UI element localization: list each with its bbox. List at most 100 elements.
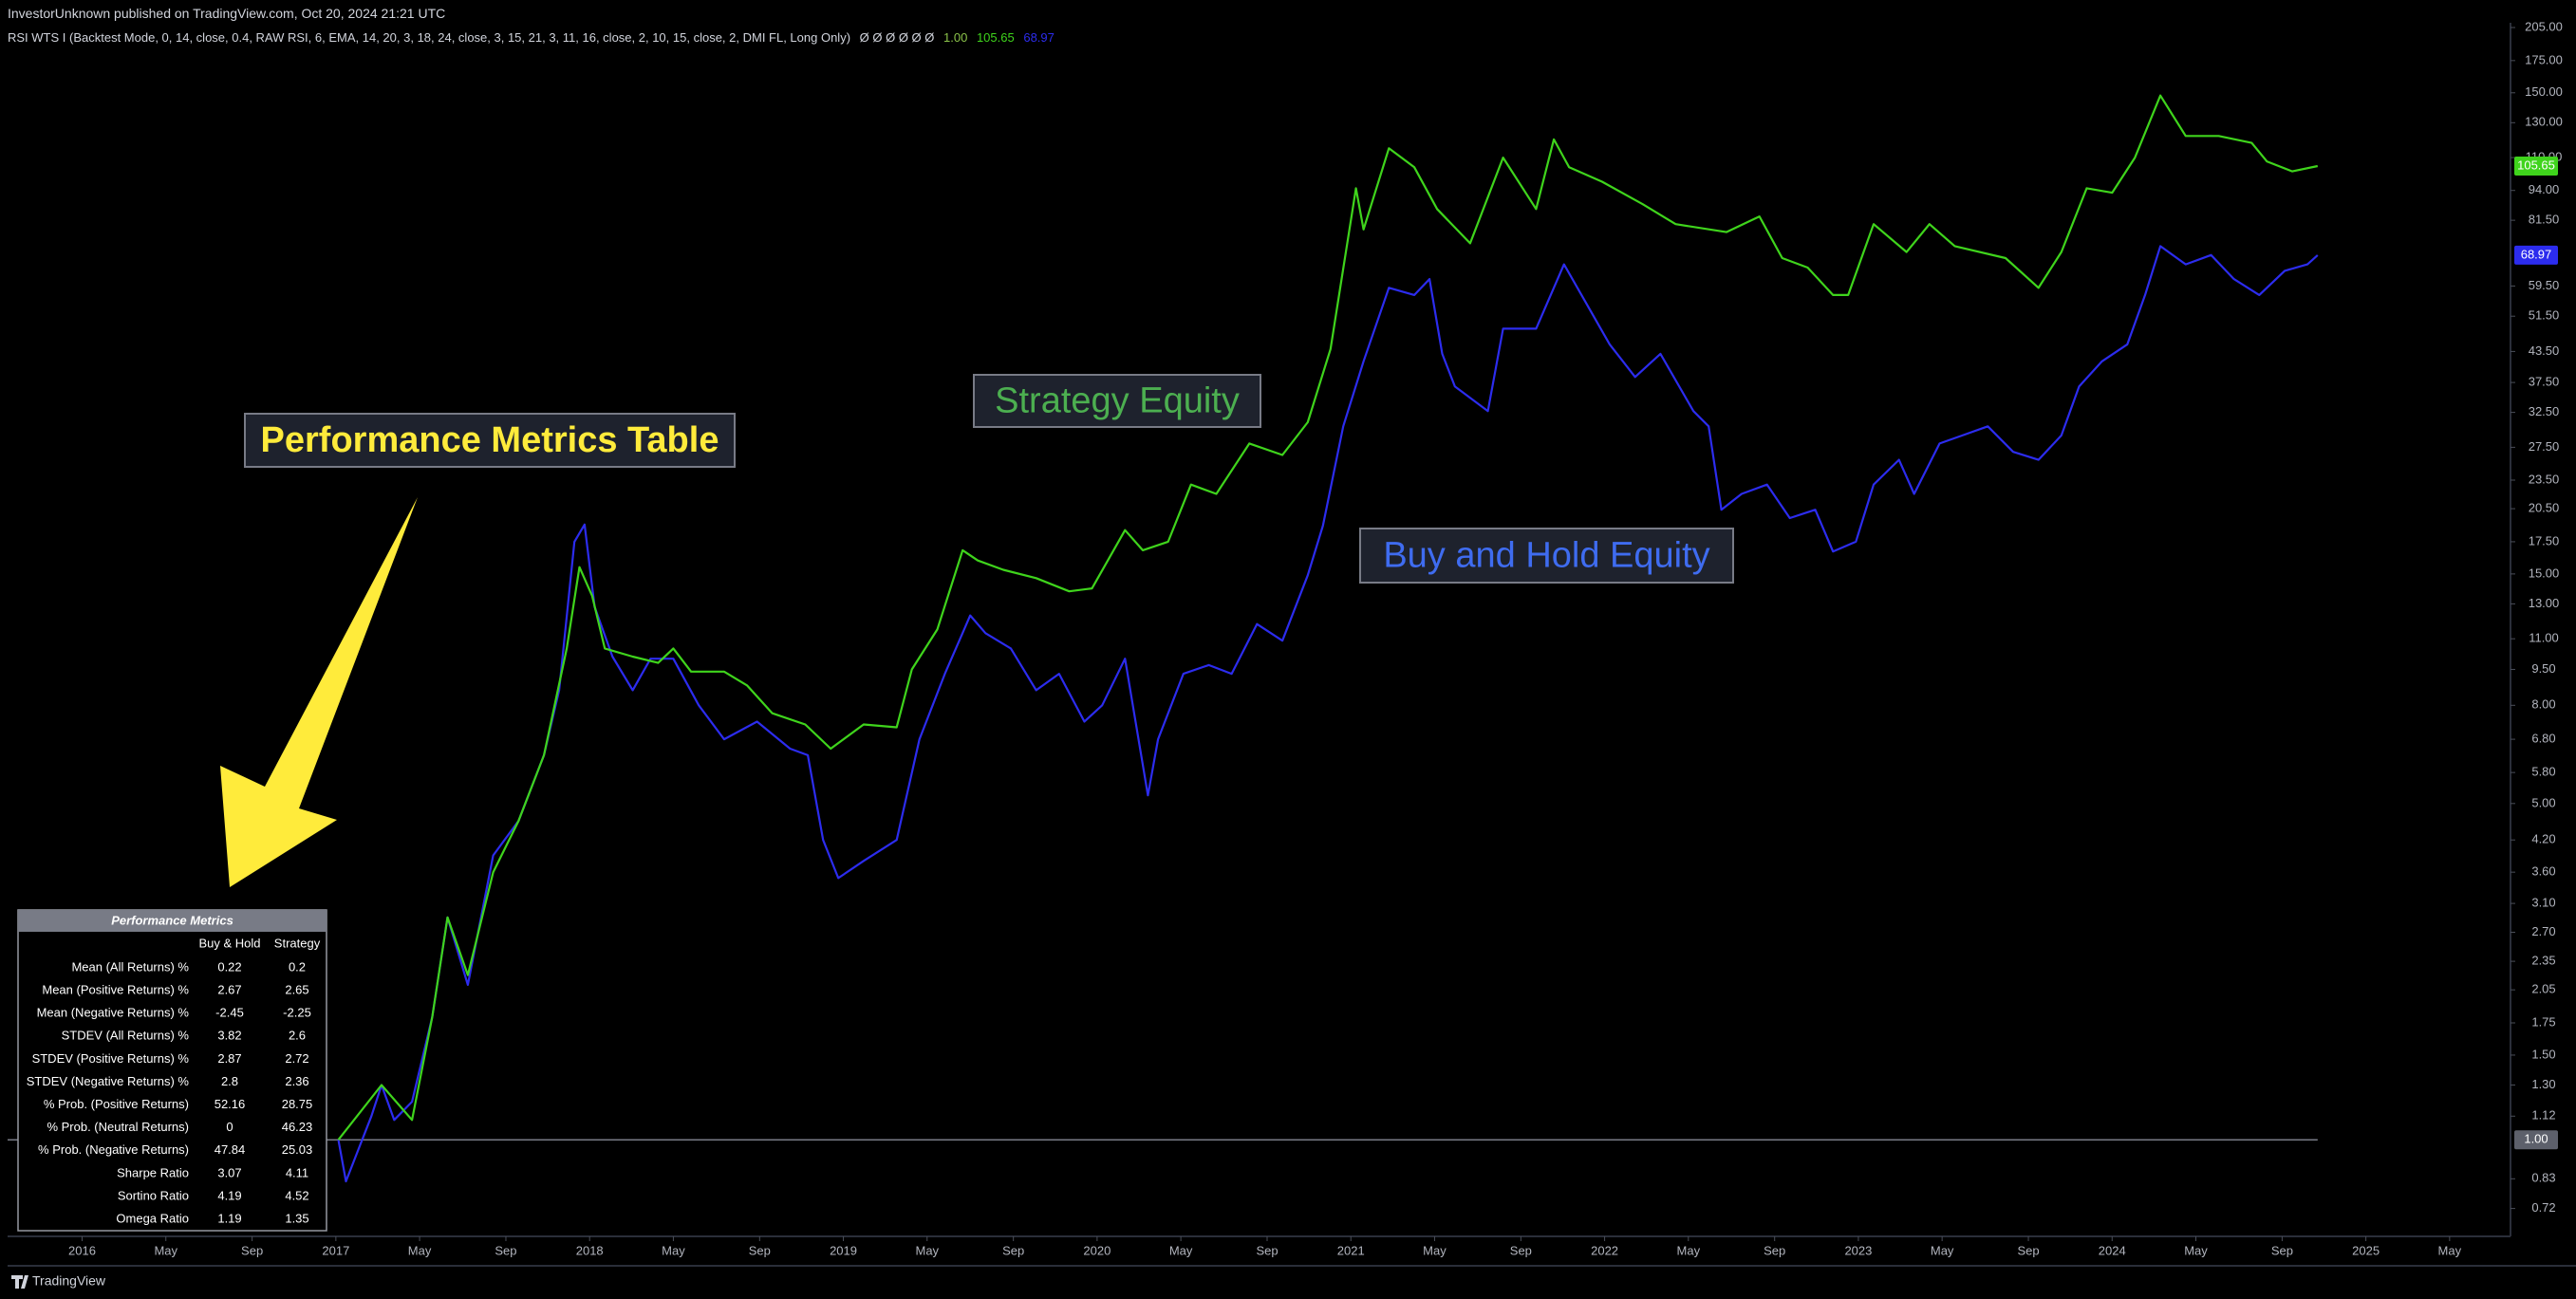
- table-cell: 2.65: [285, 983, 308, 997]
- y-tick-label: 81.50: [2529, 213, 2560, 227]
- series-line: [337, 245, 2319, 1183]
- table-cell: 0: [226, 1120, 233, 1134]
- last-price-label-bg: [2514, 245, 2558, 265]
- table-cell: 47.84: [215, 1142, 246, 1157]
- x-tick-label: 2024: [2099, 1243, 2126, 1257]
- table-cell: 2.8: [221, 1074, 238, 1088]
- last-price-label: 68.97: [2521, 247, 2552, 261]
- legend-baseline: 1.00: [943, 30, 968, 45]
- table-row-label: STDEV (All Returns) %: [62, 1029, 190, 1043]
- table-cell: 2.67: [217, 983, 241, 997]
- y-tick-label: 94.00: [2529, 182, 2560, 196]
- table-cell: 4.11: [286, 1165, 308, 1179]
- table-cell: 2.87: [217, 1051, 241, 1066]
- y-tick-label: 9.50: [2531, 661, 2555, 676]
- y-tick-label: 17.50: [2529, 533, 2560, 547]
- y-tick-label: 6.80: [2531, 732, 2555, 746]
- y-tick-label: 15.00: [2529, 566, 2560, 580]
- x-tick-label: May: [662, 1243, 685, 1257]
- indicator-name: RSI WTS I (Backtest Mode, 0, 14, close, …: [8, 30, 851, 45]
- x-tick-label: Sep: [1510, 1243, 1532, 1257]
- y-tick-label: 2.35: [2531, 954, 2555, 968]
- x-tick-label: 2023: [1844, 1243, 1872, 1257]
- x-tick-label: May: [2184, 1243, 2208, 1257]
- footer-brand: TradingView: [32, 1273, 106, 1289]
- table-cell: 0.22: [217, 959, 241, 974]
- y-tick-label: 110.00: [2526, 150, 2563, 164]
- x-tick-label: 2022: [1591, 1243, 1618, 1257]
- x-tick-label: 2021: [1337, 1243, 1365, 1257]
- x-tick-label: 2020: [1083, 1243, 1111, 1257]
- annotation-arrow: [220, 497, 418, 887]
- x-tick-label: 2018: [576, 1243, 604, 1257]
- table-row-label: Mean (Positive Returns) %: [42, 983, 189, 997]
- footer-logo: [11, 1275, 28, 1289]
- y-tick-label: 1.50: [2531, 1047, 2555, 1061]
- x-tick-label: May: [915, 1243, 939, 1257]
- table-cell: 1.19: [217, 1212, 241, 1226]
- legend-box: [1359, 528, 1734, 584]
- y-tick-label: 1.30: [2531, 1077, 2555, 1091]
- x-tick-label: May: [2438, 1243, 2462, 1257]
- y-tick-label: 5.80: [2531, 765, 2555, 779]
- x-tick-label: May: [1677, 1243, 1701, 1257]
- x-tick-label: May: [408, 1243, 432, 1257]
- x-tick-label: 2017: [322, 1243, 349, 1257]
- series-line: [337, 94, 2319, 1141]
- table-row-label: % Prob. (Positive Returns): [44, 1097, 189, 1111]
- y-tick-label: 130.00: [2525, 115, 2563, 129]
- y-tick-label: 27.50: [2529, 439, 2560, 454]
- y-tick-label: 0.72: [2531, 1200, 2555, 1215]
- x-tick-label: Sep: [241, 1243, 263, 1257]
- table-row-label: Sharpe Ratio: [117, 1165, 189, 1179]
- y-tick-label: 13.00: [2529, 596, 2560, 610]
- x-tick-label: 2025: [2352, 1243, 2380, 1257]
- y-tick-label: 11.00: [2529, 631, 2559, 645]
- legend-label: Buy and Hold Equity: [1383, 536, 1709, 576]
- x-tick-label: Sep: [1764, 1243, 1785, 1257]
- table-title-bg: [18, 910, 327, 932]
- y-tick-label: 150.00: [2525, 84, 2563, 99]
- table-header: Buy & Hold: [198, 936, 260, 950]
- table-bg: [17, 909, 327, 1232]
- table-row-label: Omega Ratio: [116, 1212, 189, 1226]
- legend-box: [973, 374, 1261, 428]
- legend-buyhold: 68.97: [1023, 30, 1055, 45]
- x-tick-label: Sep: [2017, 1243, 2039, 1257]
- annotation-box: [244, 413, 736, 468]
- x-tick-label: May: [154, 1243, 177, 1257]
- table-header: Strategy: [274, 936, 321, 950]
- table-row-label: STDEV (Positive Returns) %: [32, 1051, 190, 1066]
- table-title: Performance Metrics: [111, 913, 233, 927]
- y-tick-label: 3.60: [2531, 864, 2555, 879]
- y-tick-label: 8.00: [2531, 697, 2555, 712]
- legend-strategy: 105.65: [976, 30, 1015, 45]
- table-cell: 3.82: [217, 1029, 241, 1043]
- publisher-line: InvestorUnknown published on TradingView…: [8, 6, 446, 21]
- table-row-label: % Prob. (Negative Returns): [38, 1142, 189, 1157]
- table-cell: 28.75: [282, 1097, 313, 1111]
- table-cell: 1.35: [285, 1212, 308, 1226]
- y-tick-label: 3.10: [2531, 896, 2555, 910]
- table-cell: -2.45: [215, 1006, 244, 1020]
- y-tick-label: 1.75: [2531, 1014, 2555, 1029]
- y-tick-label: 5.00: [2531, 795, 2555, 809]
- table-cell: 52.16: [215, 1097, 246, 1111]
- legend-label: Strategy Equity: [995, 381, 1240, 421]
- x-tick-label: Sep: [1002, 1243, 1024, 1257]
- table-row-label: Sortino Ratio: [118, 1188, 189, 1202]
- table-cell: 3.07: [217, 1165, 241, 1179]
- table-row-label: % Prob. (Neutral Returns): [47, 1120, 189, 1134]
- y-tick-label: 2.05: [2531, 982, 2555, 996]
- table-cell: 4.52: [285, 1188, 308, 1202]
- y-tick-label: 205.00: [2525, 19, 2563, 33]
- y-tick-label: 1.12: [2531, 1108, 2555, 1123]
- x-tick-label: 2016: [68, 1243, 96, 1257]
- y-tick-label: 32.50: [2529, 404, 2560, 418]
- x-tick-label: Sep: [495, 1243, 516, 1257]
- x-tick-label: Sep: [2271, 1243, 2293, 1257]
- table-row-label: STDEV (Negative Returns) %: [27, 1074, 190, 1088]
- table-cell: 25.03: [282, 1142, 313, 1157]
- y-tick-label: 4.20: [2531, 832, 2555, 846]
